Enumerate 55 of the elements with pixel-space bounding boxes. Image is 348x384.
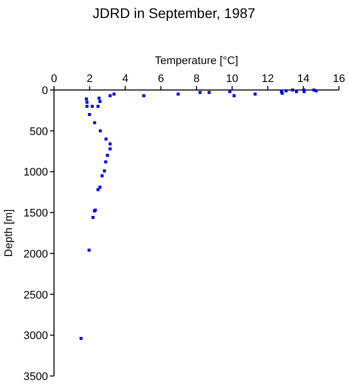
y-tick-label: 3000: [24, 330, 48, 342]
point: [88, 248, 91, 252]
point: [84, 97, 88, 100]
point: [198, 90, 202, 94]
y-tick-label: 0: [42, 85, 48, 97]
point: [104, 160, 108, 164]
point: [284, 89, 288, 92]
point: [102, 169, 106, 172]
point: [90, 104, 94, 108]
point: [314, 89, 318, 92]
x-tick-label: 14: [297, 73, 310, 85]
y-axis-title: Depth [m]: [3, 209, 15, 257]
point: [98, 100, 102, 103]
point: [142, 94, 146, 98]
point: [108, 94, 112, 98]
point: [100, 174, 104, 178]
point: [93, 121, 96, 124]
point: [85, 104, 88, 108]
point: [254, 92, 257, 96]
point: [108, 142, 112, 146]
y-tick-label: 3500: [24, 371, 48, 383]
x-tick-label: 4: [122, 73, 128, 85]
point: [106, 154, 109, 157]
point: [108, 147, 112, 150]
point: [96, 104, 100, 108]
x-tick-label: 10: [226, 73, 238, 85]
y-tick-label: 1500: [24, 208, 48, 220]
point: [294, 90, 298, 94]
point: [291, 88, 294, 92]
point: [112, 92, 116, 96]
point: [92, 216, 95, 219]
y-tick-label: 2000: [24, 248, 48, 260]
point: [80, 336, 83, 340]
point: [98, 96, 101, 100]
x-axis-title: Temperature [°C]: [154, 55, 238, 67]
point: [176, 92, 180, 96]
x-tick-label: 8: [193, 73, 200, 85]
point: [96, 188, 100, 192]
y-tick-label: 1000: [24, 166, 48, 179]
x-tick-label: 6: [158, 73, 164, 85]
x-tick-label: 12: [262, 73, 274, 85]
y-tick-label: 2500: [24, 289, 48, 302]
x-tick-label: 16: [332, 73, 346, 85]
point: [88, 113, 91, 116]
point: [85, 100, 88, 104]
chart-title: JDRD in September, 1987: [92, 5, 256, 21]
point: [228, 90, 232, 94]
x-tick-label: 2: [86, 73, 93, 85]
x-tick-label: 0: [50, 73, 58, 85]
point: [104, 138, 108, 141]
point: [98, 186, 102, 189]
point: [232, 94, 236, 98]
point: [208, 90, 211, 94]
point: [98, 129, 102, 132]
y-tick-label: 500: [30, 126, 48, 138]
